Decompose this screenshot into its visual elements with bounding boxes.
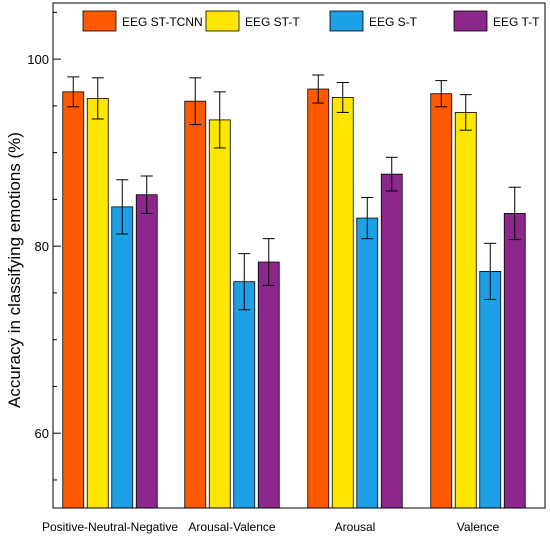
error-bar — [385, 156, 398, 192]
error-bar — [508, 186, 521, 241]
legend: EEG ST-TCNN EEG ST-T EEG S-T EEG T-T — [82, 10, 540, 32]
plot-frame — [52, 2, 546, 509]
legend-item: EEG S-T — [329, 10, 418, 32]
bar-eeg-st-t-3 — [331, 97, 354, 509]
error-bar — [213, 91, 226, 149]
legend-label: EEG S-T — [369, 15, 418, 29]
x-tick-label: Positive-Neutral-Negative — [42, 520, 178, 534]
bar-eeg-t-t-1 — [135, 194, 158, 509]
error-bar — [116, 179, 129, 235]
bar-eeg-st-t-2 — [208, 119, 231, 509]
legend-label: EEG T-T — [493, 15, 540, 29]
axes: Positive-Neutral-Negative Arousal-Valence… — [27, 2, 546, 534]
legend-swatch — [205, 10, 240, 32]
bar-eeg-st-t-1 — [86, 97, 109, 509]
error-bar — [67, 76, 80, 108]
bar-eeg-s-t-1 — [111, 206, 134, 509]
bar-eeg-st-tcnn-2 — [184, 100, 207, 509]
error-bar — [361, 197, 374, 240]
bar-eeg-st-tcnn-1 — [62, 91, 85, 509]
x-tick-label: Arousal-Valence — [188, 520, 275, 534]
bar-eeg-st-tcnn-4 — [430, 93, 453, 509]
y-axis-label: Accuracy in classifying emotions (%) — [5, 132, 24, 408]
legend-swatch — [329, 10, 364, 32]
error-bar — [459, 94, 472, 131]
error-bar — [189, 77, 202, 126]
bar-eeg-t-t-4 — [503, 213, 526, 509]
bar-eeg-s-t-3 — [356, 217, 379, 509]
bar-eeg-s-t-2 — [233, 281, 256, 509]
y-tick-label: 100 — [27, 52, 49, 67]
legend-item: EEG ST-TCNN — [82, 10, 203, 32]
y-tick-label: 80 — [35, 239, 49, 254]
legend-item: EEG T-T — [453, 10, 540, 32]
bar-eeg-t-t-3 — [380, 173, 403, 509]
error-bar — [336, 81, 349, 113]
y-tick-label: 60 — [35, 426, 49, 441]
error-bar — [140, 175, 153, 214]
legend-item: EEG ST-T — [205, 10, 300, 32]
error-bar — [312, 74, 325, 104]
legend-swatch — [453, 10, 488, 32]
bar-eeg-t-t-2 — [257, 261, 280, 509]
error-bar — [484, 242, 497, 300]
x-tick-label: Arousal — [335, 520, 376, 534]
error-bar — [262, 238, 275, 286]
bar-eeg-s-t-4 — [479, 270, 502, 509]
bar-eeg-st-t-4 — [454, 112, 477, 509]
legend-label: EEG ST-T — [245, 15, 300, 29]
legend-swatch — [82, 10, 117, 32]
bar-eeg-st-tcnn-3 — [307, 88, 330, 509]
error-bar — [238, 253, 251, 311]
error-bar — [91, 77, 104, 120]
x-tick-label: Valence — [457, 520, 500, 534]
legend-label: EEG ST-TCNN — [122, 15, 203, 29]
plot-area — [62, 74, 526, 509]
error-bar — [435, 80, 448, 108]
